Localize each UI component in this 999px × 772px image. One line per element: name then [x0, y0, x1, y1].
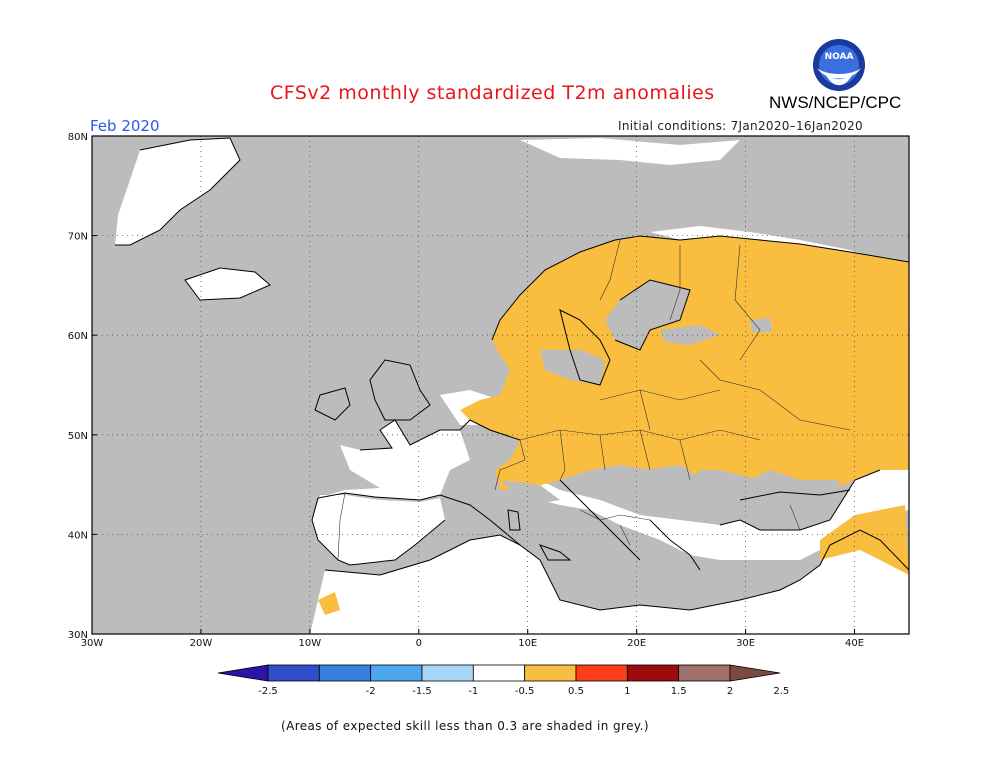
noaa-logo-icon: NOAA	[812, 38, 866, 92]
chart-title: CFSv2 monthly standardized T2m anomalies	[270, 82, 715, 104]
lon-tick-label: 0	[416, 638, 422, 649]
skill-footnote: (Areas of expected skill less than 0.3 a…	[281, 719, 649, 733]
longitude-ticks: 30W 20W 10W 0 10E 20E 30E 40E	[81, 629, 864, 649]
colorbar-swatch	[678, 664, 731, 682]
forecast-month: Feb 2020	[90, 117, 160, 135]
lon-tick-label: 10W	[299, 638, 322, 649]
coastlines	[115, 137, 909, 611]
initial-conditions: Initial conditions: 7Jan2020–16Jan2020	[618, 119, 863, 133]
colorbar-label: 0.5	[568, 686, 584, 697]
colorbar-label: 1	[624, 686, 630, 697]
lon-tick-label: 30W	[81, 638, 104, 649]
map-frame	[91, 135, 910, 635]
colorbar-min-arrow	[217, 664, 269, 682]
agency-label: NWS/NCEP/CPC	[769, 93, 902, 112]
lon-tick-label: 20W	[190, 638, 213, 649]
colorbar-label: -2.5	[258, 686, 278, 697]
low-skill-inland-areas	[500, 280, 840, 510]
lat-tick-label: 30N	[68, 630, 88, 641]
lat-tick-label: 50N	[68, 431, 88, 442]
lat-tick-label: 40N	[68, 530, 88, 541]
warm-anomaly-areas	[318, 236, 909, 615]
country-borders	[337, 239, 851, 561]
lat-tick-label: 60N	[68, 331, 88, 342]
noaa-logo-text: NOAA	[825, 52, 854, 62]
lon-tick-label: 40E	[845, 638, 864, 649]
colorbar-label: -1	[468, 686, 478, 697]
colorbar-swatch	[472, 664, 526, 682]
colorbar-swatch	[524, 664, 577, 682]
lon-tick-label: 20E	[627, 638, 646, 649]
graticule	[92, 136, 909, 634]
colorbar-label: 1.5	[671, 686, 687, 697]
colorbar-label: -1.5	[412, 686, 432, 697]
colorbar-label: 2.5	[773, 686, 789, 697]
colorbar-swatch	[267, 664, 320, 682]
colorbar-label: 2	[727, 686, 733, 697]
colorbar-swatch	[575, 664, 628, 682]
colorbar-label: -0.5	[515, 686, 535, 697]
colorbar-max-arrow	[729, 664, 781, 682]
latitude-ticks: 30N 40N 50N 60N 70N 80N	[68, 132, 97, 641]
lon-tick-label: 10E	[518, 638, 537, 649]
colorbar-label: -2	[366, 686, 376, 697]
colorbar-swatch	[318, 664, 372, 682]
lat-tick-label: 80N	[68, 132, 88, 143]
colorbar-swatch	[370, 664, 423, 682]
lon-tick-label: 30E	[736, 638, 755, 649]
color-bar: -2.5 -2 -1.5 -1 -0.5 0.5 1 1.5 2 2.5	[217, 664, 789, 697]
colorbar-swatch	[626, 664, 680, 682]
lat-tick-label: 70N	[68, 232, 88, 243]
colorbar-swatch	[421, 664, 474, 682]
